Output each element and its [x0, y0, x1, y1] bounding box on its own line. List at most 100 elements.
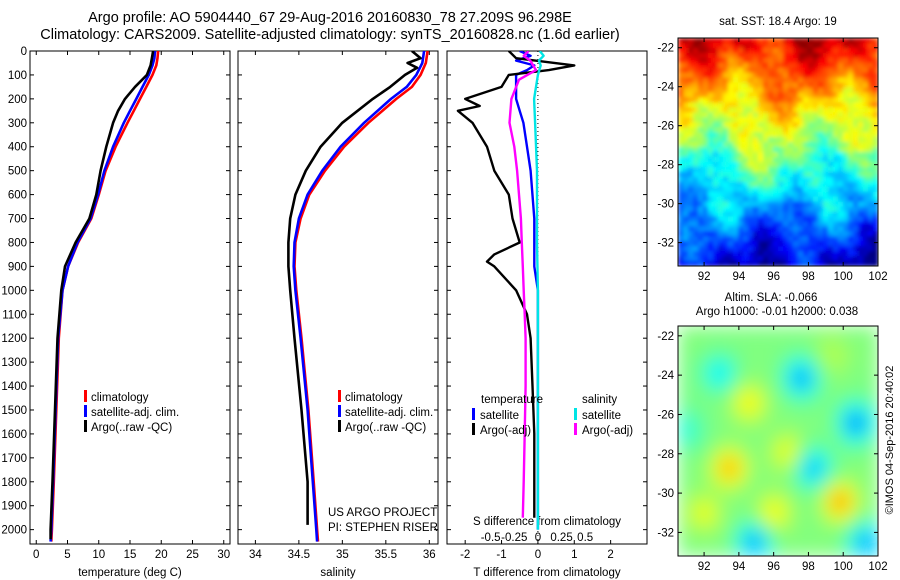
map-cell	[688, 92, 694, 99]
map-cell	[813, 416, 819, 422]
map-cell	[813, 466, 819, 472]
map-cell	[788, 147, 794, 153]
map-cell	[758, 541, 764, 547]
map-cell	[868, 171, 874, 178]
map-cell	[783, 536, 789, 542]
map-cell	[863, 366, 869, 372]
map-cell	[728, 47, 734, 54]
map-cell	[813, 391, 819, 397]
map-cell	[783, 231, 789, 237]
map-cell	[708, 236, 714, 242]
map-cell	[788, 176, 794, 183]
map-cell	[678, 43, 684, 49]
map-cell	[728, 346, 734, 352]
map-cell	[763, 471, 769, 477]
map-cell	[863, 416, 869, 422]
map-cell	[803, 341, 809, 347]
map-cell	[703, 501, 709, 507]
map-cell	[783, 521, 789, 527]
map-cell	[738, 341, 744, 347]
map-cell	[753, 511, 759, 517]
map-cell	[848, 446, 854, 452]
map-cell	[748, 466, 754, 472]
map-cell	[793, 486, 799, 492]
map-cell	[818, 221, 824, 227]
map-cell	[838, 166, 844, 173]
map-cell	[838, 132, 844, 138]
map-cell	[808, 152, 814, 158]
map-cell	[713, 441, 719, 447]
map-cell	[703, 336, 709, 342]
map-cell	[818, 386, 824, 392]
map-y-tick-label: -22	[657, 331, 674, 343]
map-cell	[813, 366, 819, 372]
map-cell	[833, 161, 839, 168]
map-cell	[863, 436, 869, 442]
map-cell	[763, 211, 769, 218]
map-cell	[778, 366, 784, 372]
map-cell	[768, 401, 774, 407]
map-cell	[858, 536, 864, 542]
map-cell	[863, 43, 869, 49]
map-cell	[773, 496, 779, 502]
map-cell	[708, 132, 714, 138]
map-cell	[688, 366, 694, 372]
map-cell	[713, 516, 719, 522]
map-cell	[858, 38, 864, 44]
map-cell	[848, 416, 854, 422]
map-cell	[728, 166, 734, 173]
map-cell	[823, 47, 829, 54]
map-cell	[783, 361, 789, 367]
map-cell	[728, 57, 734, 64]
map-cell	[693, 43, 699, 49]
map-cell	[723, 186, 729, 193]
map-cell	[808, 211, 814, 218]
map-cell	[833, 261, 839, 266]
map-cell	[758, 142, 764, 148]
map-cell	[748, 366, 754, 372]
map-cell	[783, 426, 789, 432]
map-cell	[778, 236, 784, 242]
map-cell	[683, 127, 689, 133]
map-cell	[743, 256, 749, 262]
map-cell	[758, 356, 764, 362]
map-cell	[758, 471, 764, 477]
map-cell	[738, 112, 744, 118]
map-cell	[793, 221, 799, 227]
map-cell	[718, 117, 724, 123]
map-cell	[813, 176, 819, 183]
map-cell	[718, 72, 724, 79]
map-cell	[828, 231, 834, 237]
map-cell	[688, 122, 694, 128]
map-cell	[828, 216, 834, 222]
map-cell	[758, 62, 764, 69]
map-cell	[698, 341, 704, 347]
map-cell	[748, 331, 754, 337]
map-cell	[698, 326, 704, 332]
map-cell	[773, 102, 779, 108]
map-cell	[713, 481, 719, 487]
map-cell	[858, 206, 864, 213]
map-cell	[848, 536, 854, 542]
map-cell	[843, 431, 849, 437]
map-cell	[708, 456, 714, 462]
map-cell	[758, 416, 764, 422]
map-cell	[863, 251, 869, 257]
map-cell	[863, 511, 869, 517]
map-cell	[843, 72, 849, 79]
map-cell	[823, 211, 829, 218]
map-cell	[748, 371, 754, 377]
map-cell	[708, 47, 714, 54]
map-cell	[858, 351, 864, 357]
map-cell	[718, 386, 724, 392]
map-cell	[868, 241, 874, 247]
map-cell	[813, 142, 819, 148]
map-cell	[773, 221, 779, 227]
map-cell	[873, 536, 878, 542]
map-cell	[688, 401, 694, 407]
map-cell	[843, 471, 849, 477]
map-cell	[868, 43, 874, 49]
map-cell	[848, 196, 854, 203]
map-cell	[733, 366, 739, 372]
map-cell	[853, 446, 859, 452]
